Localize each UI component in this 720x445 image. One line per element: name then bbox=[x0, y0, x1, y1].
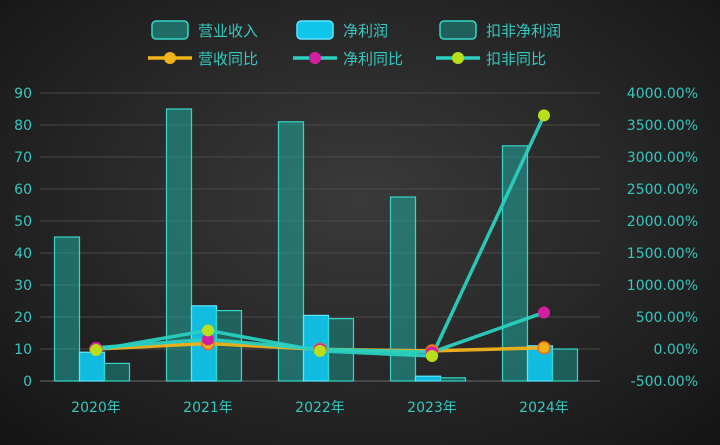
bar bbox=[551, 348, 579, 382]
bars bbox=[53, 108, 579, 382]
left-y-axis: 0 10 20 30 40 50 60 70 80 90 bbox=[14, 86, 32, 390]
legend-label: 扣非净利润 bbox=[486, 22, 561, 40]
data-point bbox=[426, 350, 438, 363]
data-point bbox=[202, 324, 214, 337]
x-tick-label: 2023年 bbox=[407, 400, 457, 416]
y-tick-label-right: 0.00% bbox=[654, 342, 698, 358]
y-tick-label-right: 3500.00% bbox=[627, 118, 698, 134]
legend-label: 营收同比 bbox=[198, 50, 258, 68]
legend-item: 扣非净利润 bbox=[439, 20, 561, 40]
points bbox=[89, 109, 551, 363]
bar bbox=[501, 145, 529, 382]
y-tick-label-right: 2000.00% bbox=[627, 214, 698, 230]
bar bbox=[277, 121, 305, 382]
y-tick-label-left: 10 bbox=[14, 342, 32, 358]
y-tick-label-right: 2500.00% bbox=[627, 182, 698, 198]
legend-marker bbox=[164, 52, 176, 64]
data-point bbox=[90, 343, 102, 356]
legend-item: 净利同比 bbox=[293, 50, 403, 68]
legend-item: 营业收入 bbox=[151, 20, 258, 40]
legend-item: 扣非同比 bbox=[436, 50, 546, 68]
y-tick-label-left: 50 bbox=[14, 214, 32, 230]
y-tick-label-left: 80 bbox=[14, 118, 32, 134]
legend-label: 净利润 bbox=[343, 22, 388, 40]
y-tick-label-right: 1000.00% bbox=[627, 278, 698, 294]
bar bbox=[78, 351, 106, 382]
data-point bbox=[314, 344, 326, 357]
bar bbox=[103, 362, 131, 382]
legend-marker bbox=[309, 52, 321, 64]
data-point bbox=[202, 333, 214, 346]
legend-label: 扣非同比 bbox=[486, 50, 546, 68]
y-tick-label-right: 4000.00% bbox=[627, 86, 698, 102]
bar bbox=[414, 375, 442, 382]
legend-swatch bbox=[296, 20, 334, 40]
y-tick-label-left: 70 bbox=[14, 150, 32, 166]
x-tick-label: 2021年 bbox=[183, 400, 233, 416]
x-tick-label: 2020年 bbox=[71, 400, 121, 416]
y-tick-label-left: 0 bbox=[23, 374, 32, 390]
legend-label: 净利同比 bbox=[343, 50, 403, 68]
y-tick-label-right: 1500.00% bbox=[627, 246, 698, 262]
data-point bbox=[538, 109, 550, 122]
right-y-axis: -500.00% 0.00% 500.00% 1000.00% 1500.00% 2000… bbox=[627, 86, 698, 390]
legend-label: 营业收入 bbox=[198, 22, 258, 40]
legend-marker bbox=[452, 52, 464, 64]
y-tick-label-left: 30 bbox=[14, 278, 32, 294]
y-tick-label-left: 40 bbox=[14, 246, 32, 262]
bar bbox=[439, 377, 467, 382]
x-tick-label: 2022年 bbox=[295, 400, 345, 416]
y-tick-label-right: -500.00% bbox=[631, 374, 698, 390]
y-tick-label-left: 90 bbox=[14, 86, 32, 102]
x-tick-label: 2024年 bbox=[519, 400, 569, 416]
y-tick-label-right: 3000.00% bbox=[627, 150, 698, 166]
legend-swatch bbox=[439, 20, 477, 40]
bar bbox=[53, 236, 81, 382]
y-tick-label-right: 500.00% bbox=[636, 310, 698, 326]
legend-item: 净利润 bbox=[296, 20, 388, 40]
data-point bbox=[538, 306, 550, 319]
x-axis: 2020年 2021年 2022年 2023年 2024年 bbox=[71, 400, 569, 416]
y-tick-label-left: 20 bbox=[14, 310, 32, 326]
y-tick-label-left: 60 bbox=[14, 182, 32, 198]
legend-swatch bbox=[151, 20, 189, 40]
data-point bbox=[537, 340, 551, 355]
legend-item: 营收同比 bbox=[148, 50, 258, 68]
